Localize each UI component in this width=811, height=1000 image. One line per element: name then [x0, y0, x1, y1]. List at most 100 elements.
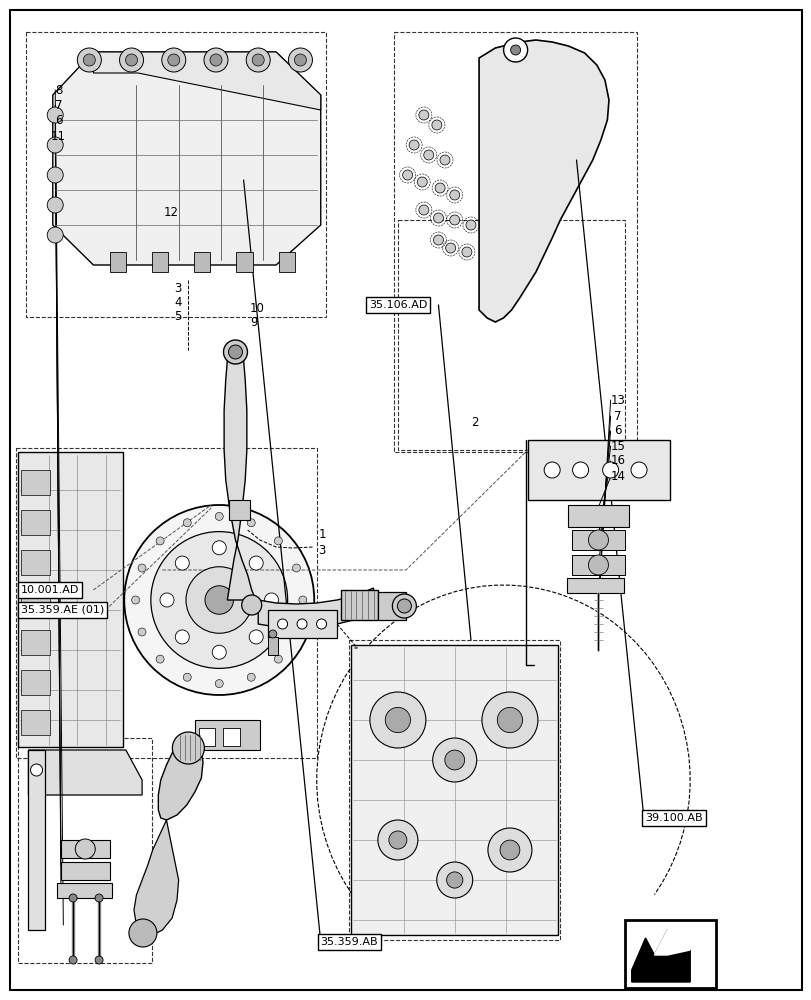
Circle shape [630, 462, 646, 478]
FancyBboxPatch shape [194, 252, 210, 272]
FancyBboxPatch shape [109, 252, 126, 272]
Circle shape [175, 630, 189, 644]
Circle shape [274, 655, 282, 663]
FancyBboxPatch shape [21, 630, 49, 655]
Text: 11: 11 [50, 130, 65, 143]
Circle shape [246, 48, 270, 72]
Circle shape [69, 894, 77, 902]
Circle shape [316, 619, 326, 629]
Text: 16: 16 [610, 454, 624, 468]
Text: 35.106.AD: 35.106.AD [368, 300, 427, 310]
Circle shape [418, 205, 428, 215]
FancyBboxPatch shape [377, 592, 406, 620]
Circle shape [223, 340, 247, 364]
FancyBboxPatch shape [152, 252, 168, 272]
Circle shape [138, 564, 146, 572]
Circle shape [370, 692, 425, 748]
Circle shape [183, 519, 191, 527]
Text: 12: 12 [164, 207, 178, 220]
Circle shape [215, 680, 223, 688]
Circle shape [444, 750, 464, 770]
Circle shape [298, 596, 307, 604]
FancyBboxPatch shape [199, 728, 215, 746]
FancyBboxPatch shape [278, 252, 294, 272]
Circle shape [392, 594, 416, 618]
Circle shape [435, 183, 444, 193]
Circle shape [449, 190, 459, 200]
Text: 3: 3 [174, 282, 182, 294]
Polygon shape [654, 930, 689, 955]
Polygon shape [93, 52, 320, 110]
Circle shape [228, 345, 242, 359]
Polygon shape [28, 750, 142, 795]
Circle shape [160, 593, 174, 607]
Circle shape [131, 596, 139, 604]
FancyBboxPatch shape [624, 920, 715, 988]
Circle shape [431, 120, 441, 130]
Circle shape [138, 628, 146, 636]
Circle shape [466, 220, 475, 230]
Circle shape [436, 862, 472, 898]
Circle shape [409, 140, 418, 150]
Circle shape [377, 820, 418, 860]
Circle shape [215, 512, 223, 520]
Circle shape [446, 872, 462, 888]
Circle shape [69, 956, 77, 964]
Circle shape [212, 541, 226, 555]
FancyBboxPatch shape [21, 590, 49, 615]
Text: 6: 6 [613, 424, 620, 438]
Circle shape [432, 738, 476, 782]
Circle shape [503, 38, 527, 62]
Circle shape [84, 54, 95, 66]
FancyBboxPatch shape [341, 590, 377, 620]
Circle shape [156, 655, 164, 663]
FancyBboxPatch shape [572, 555, 624, 575]
Circle shape [242, 595, 261, 615]
Circle shape [264, 593, 278, 607]
Polygon shape [134, 820, 178, 935]
Circle shape [75, 839, 95, 859]
FancyBboxPatch shape [61, 862, 109, 880]
Text: 8: 8 [55, 84, 62, 97]
Text: 35.359.AB: 35.359.AB [320, 937, 377, 947]
Text: 2: 2 [470, 416, 478, 430]
Circle shape [461, 247, 471, 257]
FancyBboxPatch shape [18, 452, 123, 747]
Circle shape [252, 54, 264, 66]
Circle shape [288, 48, 312, 72]
Circle shape [47, 137, 63, 153]
Circle shape [402, 170, 412, 180]
Circle shape [543, 462, 560, 478]
Text: 15: 15 [610, 440, 624, 452]
Circle shape [433, 213, 443, 223]
Circle shape [294, 54, 306, 66]
Text: 4: 4 [174, 296, 182, 308]
Circle shape [449, 215, 459, 225]
Circle shape [588, 555, 607, 575]
Circle shape [77, 48, 101, 72]
Circle shape [151, 532, 287, 668]
Circle shape [175, 556, 189, 570]
Text: 13: 13 [610, 393, 624, 406]
Polygon shape [158, 742, 203, 820]
Circle shape [274, 537, 282, 545]
Circle shape [129, 919, 157, 947]
Circle shape [417, 177, 427, 187]
FancyBboxPatch shape [229, 500, 250, 520]
Circle shape [440, 155, 449, 165]
Circle shape [47, 107, 63, 123]
Polygon shape [478, 40, 608, 322]
FancyBboxPatch shape [268, 610, 337, 638]
Text: 9: 9 [250, 316, 257, 328]
Circle shape [292, 628, 300, 636]
FancyBboxPatch shape [61, 840, 109, 858]
FancyBboxPatch shape [268, 637, 277, 655]
Circle shape [292, 564, 300, 572]
Circle shape [572, 462, 588, 478]
Text: 14: 14 [610, 471, 624, 484]
Circle shape [47, 167, 63, 183]
FancyBboxPatch shape [195, 720, 260, 750]
Circle shape [126, 54, 137, 66]
Circle shape [602, 462, 618, 478]
Circle shape [500, 840, 519, 860]
